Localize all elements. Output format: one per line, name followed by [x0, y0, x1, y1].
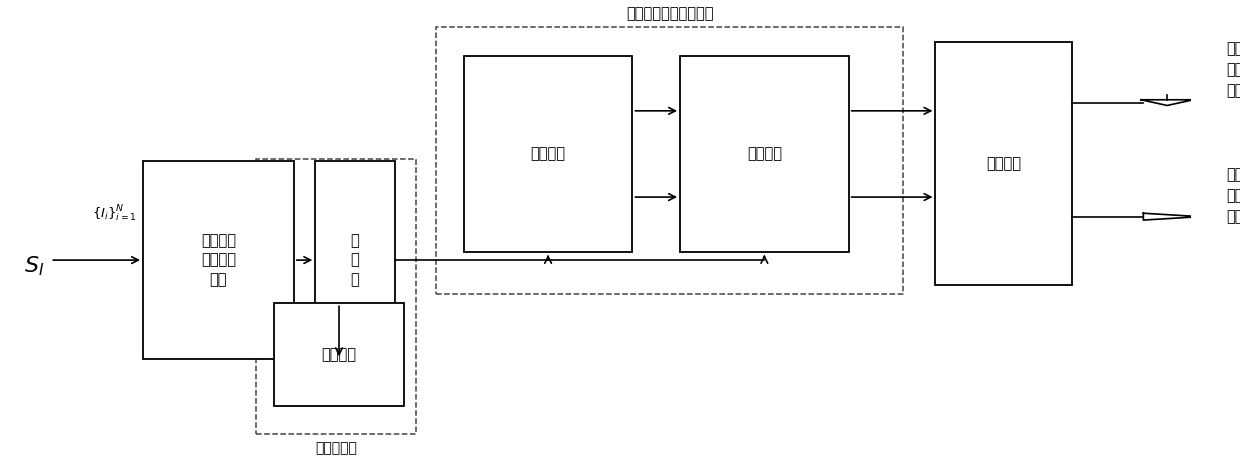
Text: 水平
极化
天线: 水平 极化 天线 [1226, 167, 1240, 224]
Text: 连续极化状态控制单元: 连续极化状态控制单元 [626, 7, 714, 21]
Bar [143, 161, 294, 359]
Text: 移相网络: 移相网络 [746, 146, 782, 162]
Text: 预补偿单元: 预补偿单元 [315, 441, 357, 455]
Text: $S_I$: $S_I$ [24, 254, 45, 278]
Bar [315, 161, 394, 359]
Bar [255, 159, 417, 434]
Text: 射频单元: 射频单元 [986, 156, 1022, 171]
Bar [464, 56, 632, 252]
Bar [935, 42, 1073, 284]
Bar [274, 303, 404, 406]
Text: 预
补
偿: 预 补 偿 [351, 233, 360, 287]
Text: $\{I_i\}_{i=1}^N$: $\{I_i\}_{i=1}^N$ [92, 204, 136, 224]
Text: 连续极化
状态映射
单元: 连续极化 状态映射 单元 [201, 233, 236, 287]
Text: 信道信息: 信道信息 [321, 347, 357, 362]
Text: 功分网络: 功分网络 [531, 146, 565, 162]
Text: 垂直
极化
天线: 垂直 极化 天线 [1226, 41, 1240, 99]
Bar [680, 56, 848, 252]
Bar [436, 27, 904, 294]
